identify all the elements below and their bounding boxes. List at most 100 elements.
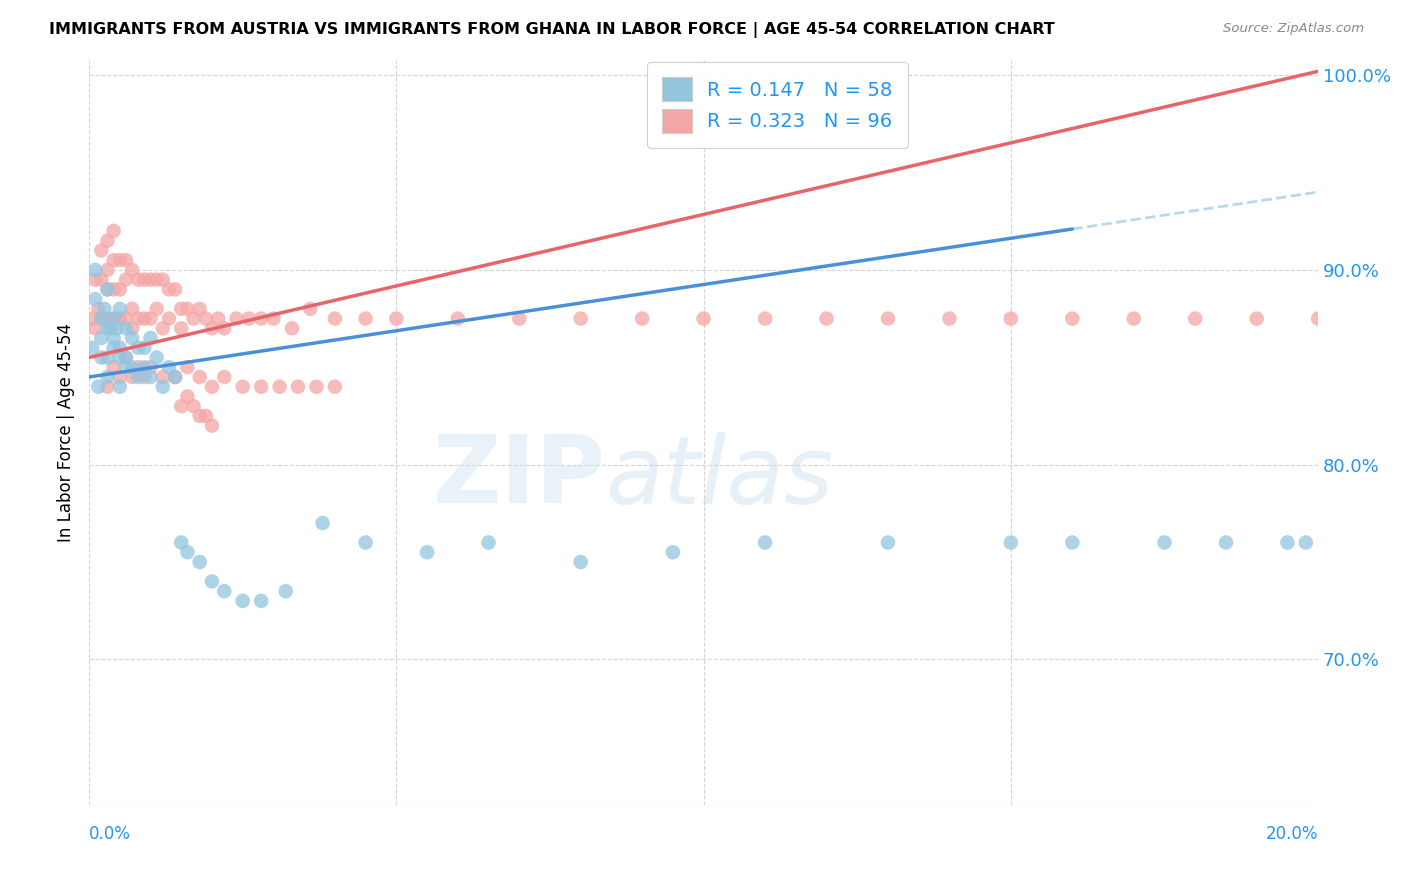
Point	[385, 311, 408, 326]
Point	[170, 301, 193, 316]
Point	[134, 311, 156, 326]
Point	[323, 311, 346, 326]
Point	[145, 301, 167, 316]
Point	[238, 311, 260, 326]
Point	[84, 272, 107, 286]
Point	[121, 301, 143, 316]
Point	[207, 311, 229, 326]
Point	[115, 272, 138, 286]
Point	[127, 341, 149, 355]
Point	[127, 272, 149, 286]
Point	[165, 282, 187, 296]
Point	[1295, 535, 1317, 549]
Point	[754, 311, 776, 326]
Point	[121, 331, 143, 345]
Point	[115, 321, 138, 335]
Point	[108, 370, 131, 384]
Point	[662, 545, 685, 559]
Point	[447, 311, 470, 326]
Point	[152, 370, 174, 384]
Point	[176, 360, 198, 375]
Point	[250, 311, 273, 326]
Point	[170, 535, 193, 549]
Point	[274, 584, 297, 599]
Point	[96, 234, 118, 248]
Point	[188, 370, 211, 384]
Point	[176, 301, 198, 316]
Text: 20.0%: 20.0%	[1265, 825, 1319, 843]
Point	[108, 311, 131, 326]
Point	[90, 311, 112, 326]
Point	[134, 272, 156, 286]
Point	[183, 311, 205, 326]
Point	[108, 351, 131, 365]
Point	[1062, 311, 1084, 326]
Point	[84, 263, 107, 277]
Point	[103, 331, 125, 345]
Point	[103, 282, 125, 296]
Point	[754, 535, 776, 549]
Point	[139, 311, 162, 326]
Point	[214, 370, 236, 384]
Point	[232, 380, 254, 394]
Text: atlas: atlas	[605, 432, 834, 523]
Point	[157, 360, 180, 375]
Point	[105, 321, 128, 335]
Point	[877, 311, 900, 326]
Point	[90, 331, 112, 345]
Point	[262, 311, 284, 326]
Point	[90, 272, 112, 286]
Point	[96, 321, 118, 335]
Point	[877, 535, 900, 549]
Point	[139, 331, 162, 345]
Point	[305, 380, 328, 394]
Point	[103, 253, 125, 268]
Point	[232, 594, 254, 608]
Point	[121, 370, 143, 384]
Point	[1000, 535, 1022, 549]
Point	[1062, 535, 1084, 549]
Point	[82, 311, 104, 326]
Point	[250, 594, 273, 608]
Point	[631, 311, 654, 326]
Point	[287, 380, 309, 394]
Point	[96, 351, 118, 365]
Point	[165, 370, 187, 384]
Point	[311, 516, 333, 530]
Point	[188, 555, 211, 569]
Point	[281, 321, 304, 335]
Point	[84, 321, 107, 335]
Point	[299, 301, 322, 316]
Point	[1153, 535, 1175, 549]
Point	[194, 409, 217, 423]
Point	[188, 409, 211, 423]
Point	[170, 321, 193, 335]
Point	[165, 370, 187, 384]
Point	[194, 311, 217, 326]
Point	[225, 311, 247, 326]
Point	[145, 272, 167, 286]
Point	[201, 321, 224, 335]
Point	[90, 244, 112, 258]
Point	[103, 341, 125, 355]
Point	[188, 301, 211, 316]
Point	[115, 311, 138, 326]
Point	[108, 282, 131, 296]
Point	[134, 360, 156, 375]
Text: 0.0%: 0.0%	[89, 825, 131, 843]
Point	[115, 360, 138, 375]
Point	[157, 282, 180, 296]
Point	[1246, 311, 1268, 326]
Point	[692, 311, 714, 326]
Point	[96, 380, 118, 394]
Point	[87, 301, 110, 316]
Point	[84, 292, 107, 306]
Point	[115, 351, 138, 365]
Point	[416, 545, 439, 559]
Point	[108, 301, 131, 316]
Point	[354, 311, 377, 326]
Point	[569, 555, 592, 569]
Point	[183, 399, 205, 413]
Point	[90, 311, 112, 326]
Point	[214, 321, 236, 335]
